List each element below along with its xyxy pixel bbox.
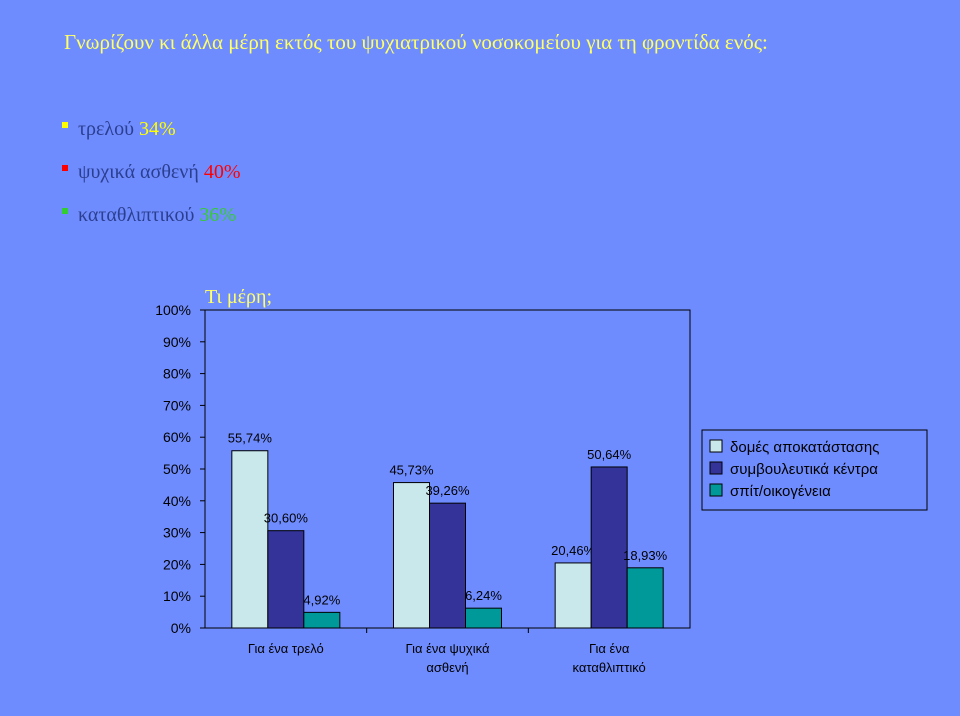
chart-title: Τι μέρη; [205, 286, 272, 308]
x-tick-label: Για ένα τρελό [248, 641, 324, 656]
bar [429, 502, 466, 629]
bar [554, 562, 592, 629]
y-tick-label: 70% [163, 397, 191, 413]
square-bullet-icon [62, 208, 68, 215]
slide-title: Γνωρίζουν κι άλλα μέρη εκτός του ψυχιατρ… [64, 30, 768, 54]
bar [590, 466, 628, 629]
legend-swatch [709, 461, 723, 475]
legend-label: συμβουλευτικά κέντρα [730, 461, 878, 478]
bullet-label: τρελού [78, 118, 135, 140]
data-label: 6,24% [465, 588, 502, 603]
data-label: 45,73% [389, 463, 434, 478]
bullet-value: 36% [199, 204, 237, 226]
legend-box [701, 429, 928, 511]
bar [465, 607, 502, 629]
bullet-label: καταθλιπτικού [78, 204, 195, 226]
data-label: 4,92% [303, 592, 340, 607]
y-tick-label: 90% [163, 334, 191, 350]
y-tick-label: 0% [171, 620, 191, 636]
bullet-item-depressed: καταθλιπτικού 36% [62, 204, 236, 227]
bullet-item-mentally-ill: ψυχικά ασθενή 40% [62, 161, 240, 184]
bar [267, 530, 305, 629]
bar [303, 611, 341, 629]
legend-label: δομές αποκατάστασης [730, 439, 879, 456]
y-tick-label: 100% [155, 302, 191, 318]
y-tick-label: 10% [163, 588, 191, 604]
legend-swatch [709, 439, 723, 453]
y-tick-label: 30% [163, 525, 191, 541]
y-tick-label: 40% [163, 493, 191, 509]
bullet-value: 40% [203, 161, 241, 183]
data-label: 18,93% [623, 548, 668, 563]
square-bullet-icon [62, 165, 68, 172]
data-label: 55,74% [228, 431, 273, 446]
y-tick-label: 60% [163, 429, 191, 445]
legend-label: σπίτ/οικογένεια [730, 483, 831, 500]
bullet-item-crazy: τρελού 34% [62, 118, 176, 141]
x-tick-label: Για ένα καταθλιπτικό [573, 641, 646, 675]
square-bullet-icon [62, 122, 68, 129]
y-tick-label: 80% [163, 366, 191, 382]
bullet-value: 34% [139, 118, 176, 140]
data-label: 50,64% [587, 447, 632, 462]
y-tick-label: 20% [163, 556, 191, 572]
bar [393, 482, 430, 629]
bar [626, 567, 664, 629]
data-label: 39,26% [425, 483, 470, 498]
data-label: 20,46% [551, 543, 596, 558]
legend-swatch [709, 483, 723, 497]
y-tick-label: 50% [163, 461, 191, 477]
data-label: 30,60% [264, 511, 309, 526]
bar [231, 450, 269, 629]
bullet-label: ψυχικά ασθενή [78, 161, 199, 183]
x-tick-label: Για ένα ψυχικά ασθενή [406, 641, 490, 675]
